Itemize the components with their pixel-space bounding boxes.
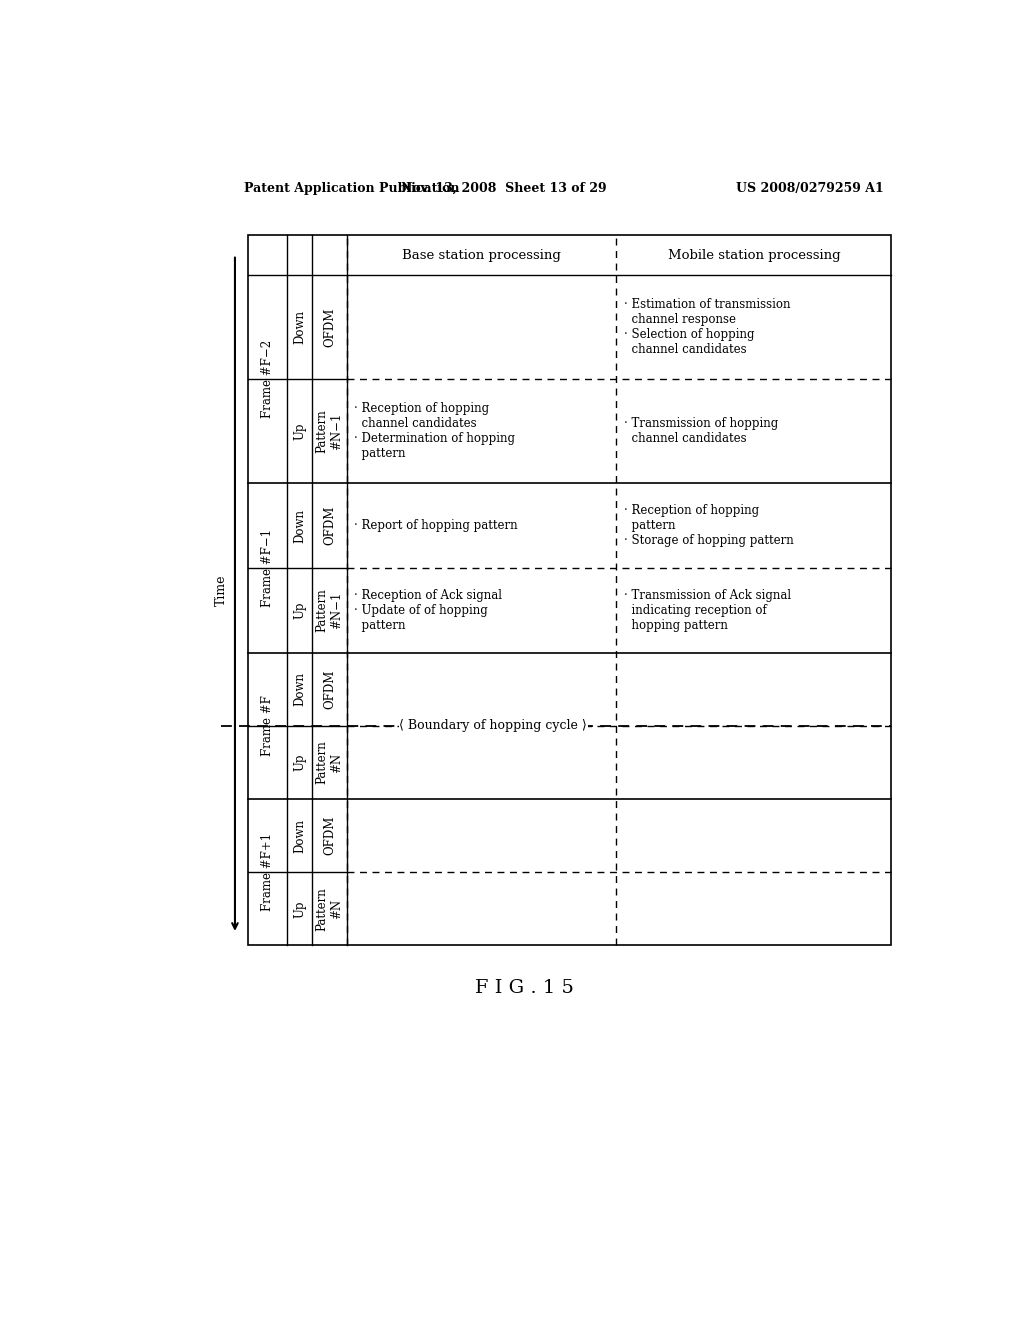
Text: · Report of hopping pattern: · Report of hopping pattern bbox=[354, 519, 518, 532]
Text: Up: Up bbox=[293, 900, 306, 917]
Text: OFDM: OFDM bbox=[323, 816, 336, 855]
Text: Down: Down bbox=[293, 310, 306, 345]
Text: ⟨ Boundary of hopping cycle ⟩: ⟨ Boundary of hopping cycle ⟩ bbox=[399, 719, 587, 733]
Text: · Reception of hopping
  channel candidates
· Determination of hopping
  pattern: · Reception of hopping channel candidate… bbox=[354, 403, 515, 461]
Text: Frame #F−1: Frame #F−1 bbox=[261, 529, 274, 607]
Text: Mobile station processing: Mobile station processing bbox=[668, 249, 840, 261]
Text: · Reception of hopping
  pattern
· Storage of hopping pattern: · Reception of hopping pattern · Storage… bbox=[624, 504, 794, 548]
Text: Pattern
#N: Pattern #N bbox=[315, 887, 343, 931]
Text: Frame #F: Frame #F bbox=[261, 696, 274, 756]
Text: Nov. 13, 2008  Sheet 13 of 29: Nov. 13, 2008 Sheet 13 of 29 bbox=[401, 182, 606, 194]
Text: Down: Down bbox=[293, 818, 306, 853]
Text: Up: Up bbox=[293, 422, 306, 440]
Text: · Reception of Ack signal
· Update of of hopping
  pattern: · Reception of Ack signal · Update of of… bbox=[354, 589, 503, 632]
Text: Down: Down bbox=[293, 508, 306, 543]
Text: Frame #F−2: Frame #F−2 bbox=[261, 341, 274, 418]
Text: OFDM: OFDM bbox=[323, 308, 336, 347]
Text: Base station processing: Base station processing bbox=[402, 249, 561, 261]
Text: Time: Time bbox=[214, 574, 227, 606]
Text: · Transmission of hopping
  channel candidates: · Transmission of hopping channel candid… bbox=[624, 417, 778, 445]
Text: Pattern
#N−1: Pattern #N−1 bbox=[315, 589, 343, 632]
Text: Down: Down bbox=[293, 672, 306, 706]
Text: Up: Up bbox=[293, 602, 306, 619]
Text: Pattern
#N: Pattern #N bbox=[315, 741, 343, 784]
Bar bbox=[248, 235, 891, 945]
Text: OFDM: OFDM bbox=[323, 506, 336, 545]
Text: · Estimation of transmission
  channel response
· Selection of hopping
  channel: · Estimation of transmission channel res… bbox=[624, 298, 791, 356]
Text: · Transmission of Ack signal
  indicating reception of
  hopping pattern: · Transmission of Ack signal indicating … bbox=[624, 589, 792, 632]
Text: F I G . 1 5: F I G . 1 5 bbox=[475, 978, 574, 997]
Text: OFDM: OFDM bbox=[323, 669, 336, 709]
Text: Pattern
#N−1: Pattern #N−1 bbox=[315, 409, 343, 453]
Text: Frame #F+1: Frame #F+1 bbox=[261, 833, 274, 911]
Text: Up: Up bbox=[293, 754, 306, 771]
Text: Patent Application Publication: Patent Application Publication bbox=[245, 182, 460, 194]
Text: US 2008/0279259 A1: US 2008/0279259 A1 bbox=[736, 182, 884, 194]
